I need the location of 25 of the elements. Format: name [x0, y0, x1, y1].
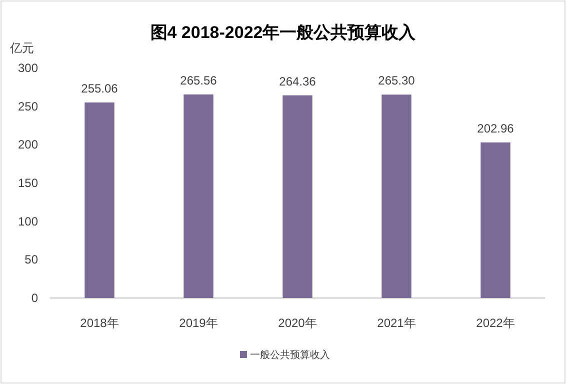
bar — [480, 142, 510, 298]
y-tick-label: 300 — [18, 61, 38, 75]
data-label: 265.30 — [378, 74, 416, 88]
y-tick-label: 0 — [31, 291, 38, 305]
y-tick-label: 150 — [18, 176, 38, 190]
y-axis-title: 亿元 — [9, 41, 34, 55]
bar — [282, 95, 312, 298]
bar — [84, 102, 114, 298]
data-label: 264.36 — [279, 74, 316, 88]
x-tick-label: 2018年 — [80, 316, 119, 330]
legend-label: 一般公共预算收入 — [250, 349, 330, 361]
y-tick-label: 50 — [24, 252, 38, 267]
y-tick-label: 250 — [18, 99, 38, 114]
data-label: 265.56 — [180, 73, 218, 88]
x-tick-label: 2021年 — [377, 316, 416, 330]
y-tick-label: 100 — [18, 214, 38, 228]
data-label: 255.06 — [81, 81, 118, 96]
bar — [382, 94, 412, 298]
x-tick-label: 2022年 — [476, 316, 515, 330]
data-label: 202.96 — [477, 121, 514, 136]
y-tick-label: 200 — [18, 138, 38, 152]
x-tick-label: 2019年 — [179, 316, 218, 330]
bar — [184, 94, 214, 298]
chart-title: 图4 2018-2022年一般公共预算收入 — [150, 23, 417, 42]
x-tick-label: 2020年 — [278, 316, 317, 330]
